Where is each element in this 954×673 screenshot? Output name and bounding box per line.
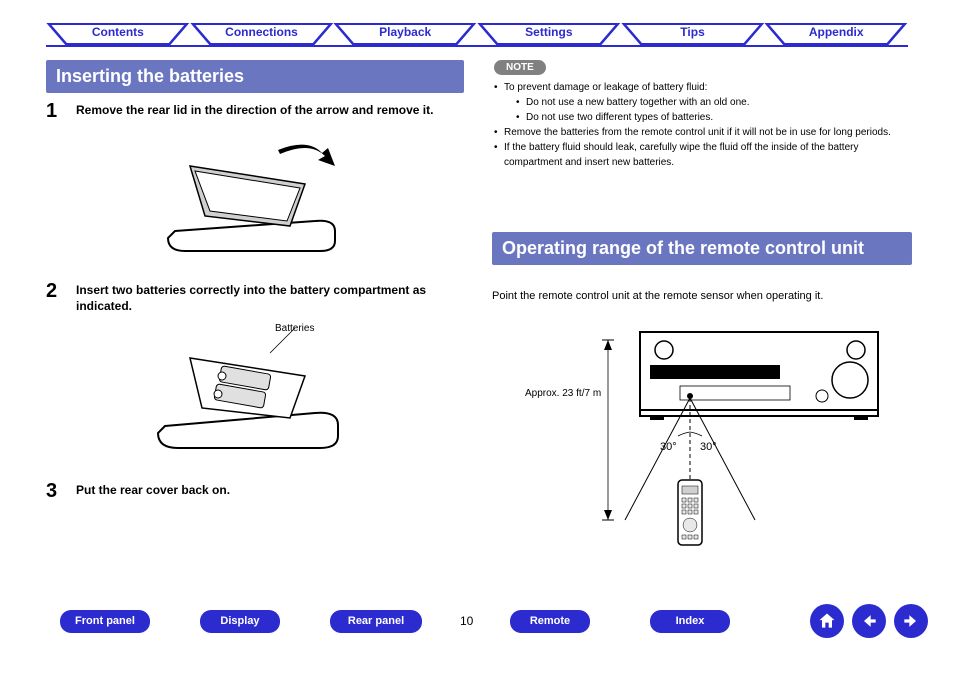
top-divider (46, 45, 908, 47)
button-label: Remote (530, 615, 570, 627)
tab-connections[interactable]: Connections (190, 22, 334, 46)
step-number: 1 (46, 100, 57, 123)
tab-label: Tips (680, 25, 704, 39)
note-item: Remove the batteries from the remote con… (494, 125, 912, 140)
tab-settings[interactable]: Settings (477, 22, 621, 46)
note-badge: NOTE (494, 60, 546, 75)
angle-left-svg: 30° (660, 441, 677, 453)
note-text: To prevent damage or leakage of battery … (504, 82, 707, 93)
note-subitem: Do not use a new battery together with a… (516, 95, 912, 110)
note-subitem: Do not use two different types of batter… (516, 110, 912, 125)
top-nav: Contents Connections Playback Settings T… (46, 22, 908, 46)
tab-appendix[interactable]: Appendix (764, 22, 908, 46)
arrow-left-icon (859, 611, 879, 631)
tab-label: Appendix (809, 25, 864, 39)
tab-label: Settings (525, 25, 572, 39)
step-text: Remove the rear lid in the direction of … (76, 103, 456, 119)
button-label: Display (220, 615, 259, 627)
note-item: To prevent damage or leakage of battery … (494, 80, 912, 125)
button-label: Front panel (75, 615, 135, 627)
step-text: Insert two batteries correctly into the … (76, 283, 456, 314)
illustration-operating-range: 30° 30° (530, 320, 900, 550)
arrow-right-icon (901, 611, 921, 631)
button-label: Index (676, 615, 705, 627)
home-button[interactable] (810, 604, 844, 638)
step-number: 2 (46, 280, 57, 303)
note-list: To prevent damage or leakage of battery … (494, 80, 912, 170)
tab-playback[interactable]: Playback (333, 22, 477, 46)
section-title: Inserting the batteries (56, 66, 244, 86)
illustration-remove-lid (160, 136, 350, 256)
rear-panel-button[interactable]: Rear panel (330, 610, 422, 633)
illustration-insert-batteries (150, 318, 355, 458)
section-title: Operating range of the remote control un… (502, 238, 864, 258)
index-button[interactable]: Index (650, 610, 730, 633)
home-icon (817, 611, 837, 631)
tab-contents[interactable]: Contents (46, 22, 190, 46)
tab-label: Playback (379, 25, 431, 39)
step-number: 3 (46, 480, 57, 503)
next-page-button[interactable] (894, 604, 928, 638)
section-header-batteries: Inserting the batteries (46, 60, 464, 93)
step-text: Put the rear cover back on. (76, 483, 456, 499)
tab-label: Connections (225, 25, 298, 39)
note-badge-label: NOTE (506, 62, 534, 73)
tab-tips[interactable]: Tips (621, 22, 765, 46)
front-panel-button[interactable]: Front panel (60, 610, 150, 633)
button-label: Rear panel (348, 615, 404, 627)
section-header-range: Operating range of the remote control un… (492, 232, 912, 265)
remote-button[interactable]: Remote (510, 610, 590, 633)
angle-right-svg: 30° (700, 441, 717, 453)
range-description: Point the remote control unit at the rem… (492, 290, 912, 302)
prev-page-button[interactable] (852, 604, 886, 638)
note-item: If the battery fluid should leak, carefu… (494, 140, 912, 170)
display-button[interactable]: Display (200, 610, 280, 633)
tab-label: Contents (92, 25, 144, 39)
page-number: 10 (460, 614, 473, 628)
